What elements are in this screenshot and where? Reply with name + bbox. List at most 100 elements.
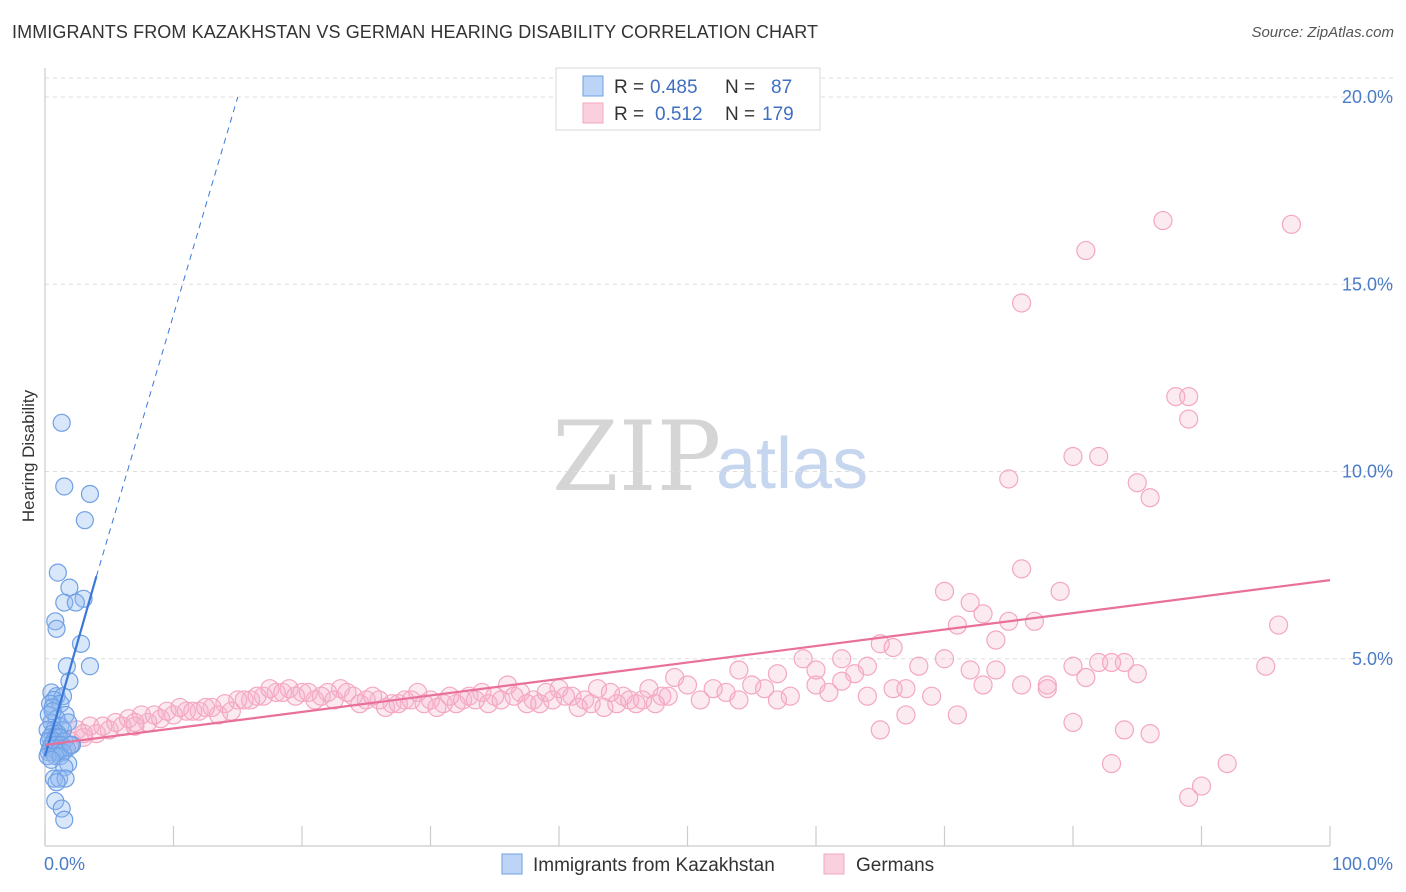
germans-point [832, 671, 852, 691]
kazakhstan-point [51, 747, 70, 766]
germans-point [1191, 776, 1212, 796]
germans-point [125, 712, 145, 733]
germans-point [1179, 409, 1199, 429]
germans-point [767, 690, 788, 710]
germans-point [1140, 488, 1160, 508]
kazakhstan-point [46, 791, 65, 811]
germans-point [870, 720, 890, 740]
kazakhstan-points [38, 413, 100, 829]
germans-point [1011, 675, 1032, 695]
germans-point [819, 682, 839, 703]
germans-point [632, 690, 653, 710]
germans-point [806, 660, 826, 680]
germans-point [896, 705, 916, 725]
germans-point [555, 686, 576, 706]
watermark: ZIP atlas [552, 401, 868, 513]
chart-title: IMMIGRANTS FROM KAZAKHSTAN VS GERMAN HEA… [12, 22, 819, 42]
germans-point [934, 649, 955, 669]
y-tick-label: 15.0% [1342, 274, 1393, 294]
germans-point [311, 686, 331, 706]
germans-point [1101, 652, 1122, 673]
germans-point [1217, 754, 1237, 774]
germans-point [973, 604, 993, 624]
trend-lines [43, 96, 1331, 757]
germans-point [857, 686, 878, 706]
germans-point [934, 581, 955, 601]
kazakhstan-point [52, 799, 71, 818]
y-tick-label: 20.0% [1342, 87, 1393, 107]
germans-point [1076, 240, 1096, 261]
germans-point [677, 675, 698, 695]
y-axis-label: Hearing Disability [19, 389, 38, 522]
germans-point [1101, 754, 1122, 774]
germans-point [337, 682, 357, 703]
germans-point [542, 690, 563, 710]
germans-point [562, 686, 582, 706]
x-tick-label: 100.0% [1332, 854, 1393, 874]
germans-point [986, 630, 1006, 650]
legend-r-label-1: R = [614, 77, 644, 98]
germans-point [922, 686, 942, 706]
legend-r-value-1: 0.485 [650, 77, 698, 98]
bottom-legend-label-kazakhstan: Immigrants from Kazakhstan [533, 855, 775, 876]
germans-point [909, 656, 929, 676]
germans-point [1089, 446, 1109, 467]
germans-point [273, 682, 293, 703]
kazakhstan-point [48, 563, 67, 582]
bottom-legend-label-germans: Germans [856, 855, 934, 876]
kazakhstan-point [80, 657, 100, 676]
germans-point [1179, 387, 1199, 407]
kazakhstan-point [55, 810, 74, 829]
germans-point [260, 679, 280, 699]
germans-point [1011, 559, 1032, 579]
germans-point [1127, 664, 1147, 684]
germans-point [1179, 787, 1199, 807]
germans-point [1076, 667, 1096, 688]
germans-point [767, 664, 788, 684]
germans-point [530, 694, 550, 714]
germans-point [93, 716, 113, 736]
germans-point [1268, 615, 1289, 635]
kazakhstan-trend-extension [95, 96, 239, 577]
chart-source: Source: ZipAtlas.com [1251, 24, 1394, 41]
watermark-atlas: atlas [716, 424, 868, 504]
kazakhstan-trend-line [43, 576, 98, 757]
germans-trend-line [44, 579, 1331, 746]
germans-point [658, 686, 678, 706]
germans-point [973, 675, 993, 695]
germans-point [947, 615, 967, 635]
x-tick-labels: 0.0% 100.0% [44, 854, 1393, 874]
germans-point [215, 694, 235, 714]
germans-point [729, 660, 749, 680]
kazakhstan-point [47, 773, 66, 792]
germans-point [729, 690, 749, 710]
germans-point [883, 637, 903, 658]
germans-point [999, 469, 1019, 489]
germans-point [754, 679, 775, 699]
germans-point [780, 686, 800, 706]
kazakhstan-point [55, 477, 74, 496]
y-tick-labels: 5.0% 10.0% 15.0% 20.0% [1342, 87, 1393, 669]
germans-point [960, 592, 980, 613]
germans-point [1153, 210, 1173, 231]
germans-point [183, 701, 203, 721]
germans-point [1063, 712, 1083, 733]
germans-point [581, 694, 601, 714]
germans-point [690, 690, 710, 710]
watermark-zip: ZIP [552, 401, 721, 513]
legend-n-label-1: N = [725, 77, 755, 98]
legend-n-label-2: N = [725, 104, 755, 125]
kazakhstan-point [61, 735, 80, 754]
germans-point [1127, 473, 1147, 493]
germans-point [947, 705, 967, 725]
kazakhstan-point [66, 593, 85, 612]
germans-point [375, 697, 396, 718]
kazakhstan-point [52, 413, 71, 432]
kazakhstan-point [47, 619, 66, 638]
kazakhstan-point [80, 484, 100, 504]
legend-box: R = 0.485 N = 87 R = 0.512 N = 179 [555, 67, 821, 131]
kazakhstan-point [59, 713, 78, 732]
germans-point [742, 675, 762, 695]
germans-point [986, 660, 1006, 680]
